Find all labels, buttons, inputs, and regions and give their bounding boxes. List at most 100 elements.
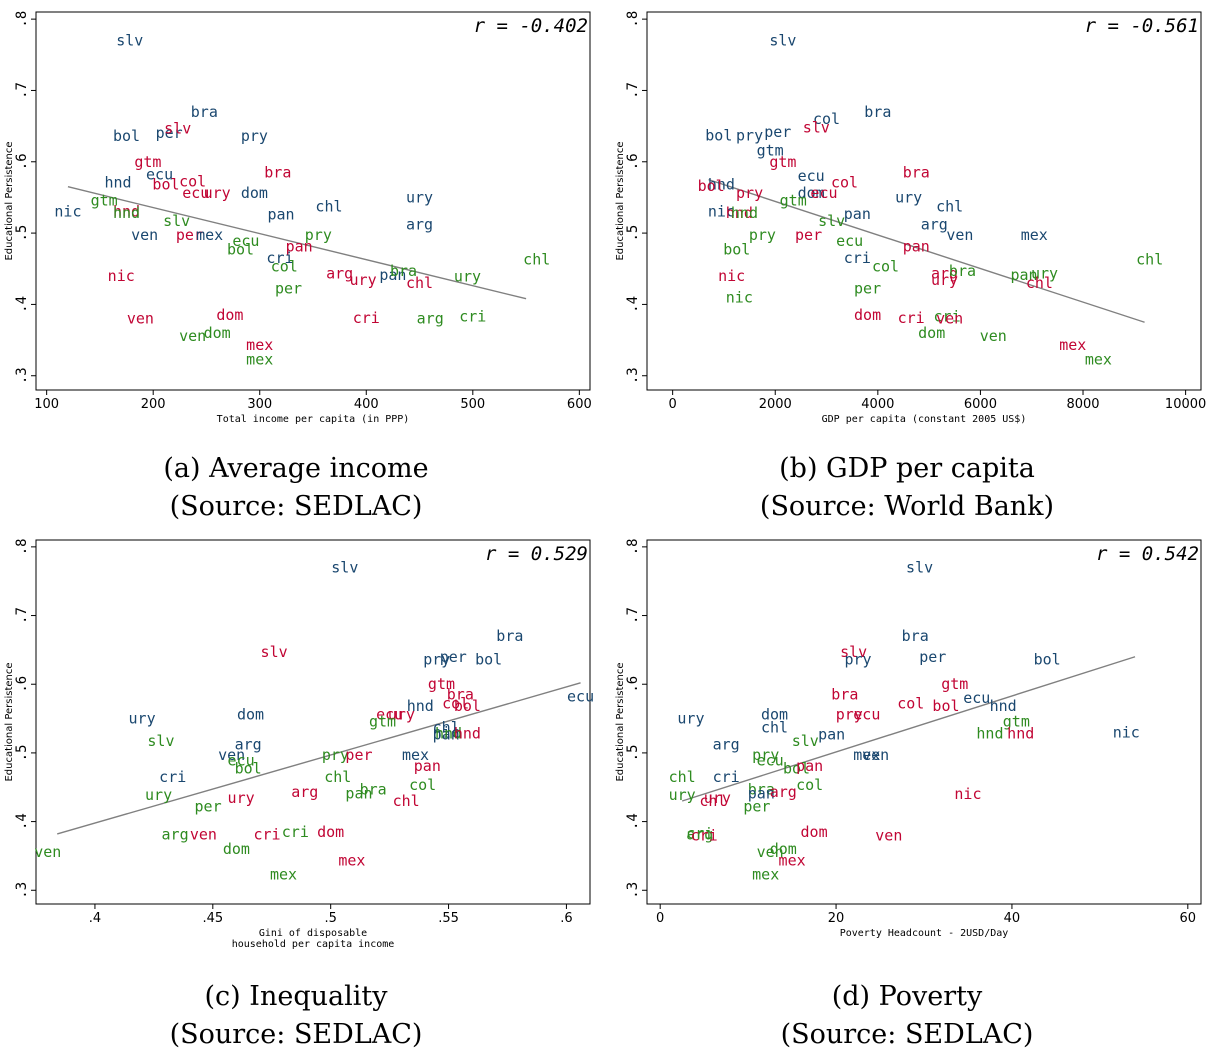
x-tick-label: 0 [669,397,677,412]
point-label: ury [677,710,704,728]
fit-line [57,682,581,835]
point-label: dom [918,324,945,342]
point-label: per [919,648,946,666]
y-tick-label: .3 [625,882,641,899]
point-label: pan [844,205,871,223]
plot-frame [35,539,591,905]
point-label: hnd [113,203,140,221]
x-tick-label: 40 [1004,911,1021,926]
point-label: gtm [1003,712,1030,730]
x-tick-label: 4000 [861,397,894,412]
point-label: per [795,226,822,244]
caption-d-source: (Source: SEDLAC) [780,1019,1034,1050]
y-tick-label: .8 [14,11,30,28]
point-label: col [813,110,840,128]
y-tick-label: .8 [14,538,30,555]
point-label: bra [903,163,930,181]
point-label: ury [228,789,255,807]
x-axis-label: household per capita income [232,939,395,950]
point-label: ury [388,705,415,723]
point-label: dom [223,840,250,858]
y-tick-label: .7 [625,82,641,99]
point-label: hnd [1007,725,1034,743]
point-label: gtm [769,153,796,171]
point-label: dom [801,823,828,841]
x-tick-label: 100 [34,397,59,412]
point-label: ury [669,786,696,804]
point-label: gtm [369,712,396,730]
point-label: arg [417,310,444,328]
caption-b-title: (b) GDP per capita [779,453,1035,484]
point-label: nic [1113,723,1140,741]
point-label: ecu [232,232,259,250]
point-label: ven [980,327,1007,345]
x-axis-label: Total income per capita (in PPP) [217,414,410,425]
point-label: hnd [708,176,735,194]
x-tick-label: 400 [354,397,379,412]
y-tick-label: .6 [625,676,641,693]
point-label: pan [903,238,930,256]
x-tick-label: 300 [247,397,272,412]
y-tick-label: .6 [14,153,30,170]
point-label: ury [145,786,172,804]
caption-a: (a) Average income (Source: SEDLAC) [16,450,576,526]
point-label: ven [190,826,217,844]
point-label: cri [253,826,280,844]
point-label: bra [864,103,891,121]
x-tick-label: 500 [460,397,485,412]
point-label: per [345,746,372,764]
caption-c: (c) Inequality (Source: SEDLAC) [16,978,576,1054]
point-label: slv [331,558,358,576]
point-label: ury [129,710,156,728]
point-label: hnd [976,725,1003,743]
point-label: mex [270,865,297,883]
chart-d: .3 .4 .5 .6 .7 .8 Educational Persistence 0 20 40… [615,538,1202,939]
point-label: ven [218,746,245,764]
point-label: pry [752,746,779,764]
point-label: gtm [91,191,118,209]
x-axis-label: Poverty Headcount - 2USD/Day [840,928,1009,939]
y-axis-label: Educational Persistence [4,141,15,260]
point-label: col [897,694,924,712]
point-label: arg [921,216,948,234]
point-label: nic [718,267,745,285]
y-tick-label: .5 [14,744,30,761]
y-tick-label: .5 [625,225,641,242]
y-tick-label: .4 [14,813,30,830]
x-tick-label: .5 [324,911,336,926]
point-label: cri [353,309,380,327]
x-tick-label: 6000 [964,397,997,412]
caption-c-source: (Source: SEDLAC) [169,1019,423,1050]
caption-c-title: (c) Inequality [204,981,388,1012]
point-label: per [195,797,222,815]
point-label: nic [54,203,81,221]
point-label: bra [831,686,858,704]
point-label: bol [1034,651,1061,669]
point-label: slv [792,732,819,750]
point-label: ven [179,327,206,345]
y-tick-label: .3 [625,367,641,384]
point-label: slv [840,643,867,661]
point-label: cri [844,249,871,267]
point-label: bol [723,240,750,258]
point-label: pry [845,651,872,669]
point-label: pry [836,705,863,723]
point-label: col [271,258,298,276]
y-tick-label: .7 [14,82,30,99]
point-label: gtm [941,675,968,693]
point-label: dom [241,184,268,202]
point-label: mex [1059,336,1086,354]
point-label: chl [761,718,788,736]
point-label: pan [267,206,294,224]
point-label: per [275,280,302,298]
point-label: chl [315,198,342,216]
point-label: arg [162,826,189,844]
point-label: dom [761,705,788,723]
y-axis-label: Educational Persistence [615,662,626,781]
point-label: pan [345,784,372,802]
point-label: pry [305,226,332,244]
point-label: ven [946,226,973,244]
point-label: per [854,280,881,298]
point-label: hnd [726,204,753,222]
